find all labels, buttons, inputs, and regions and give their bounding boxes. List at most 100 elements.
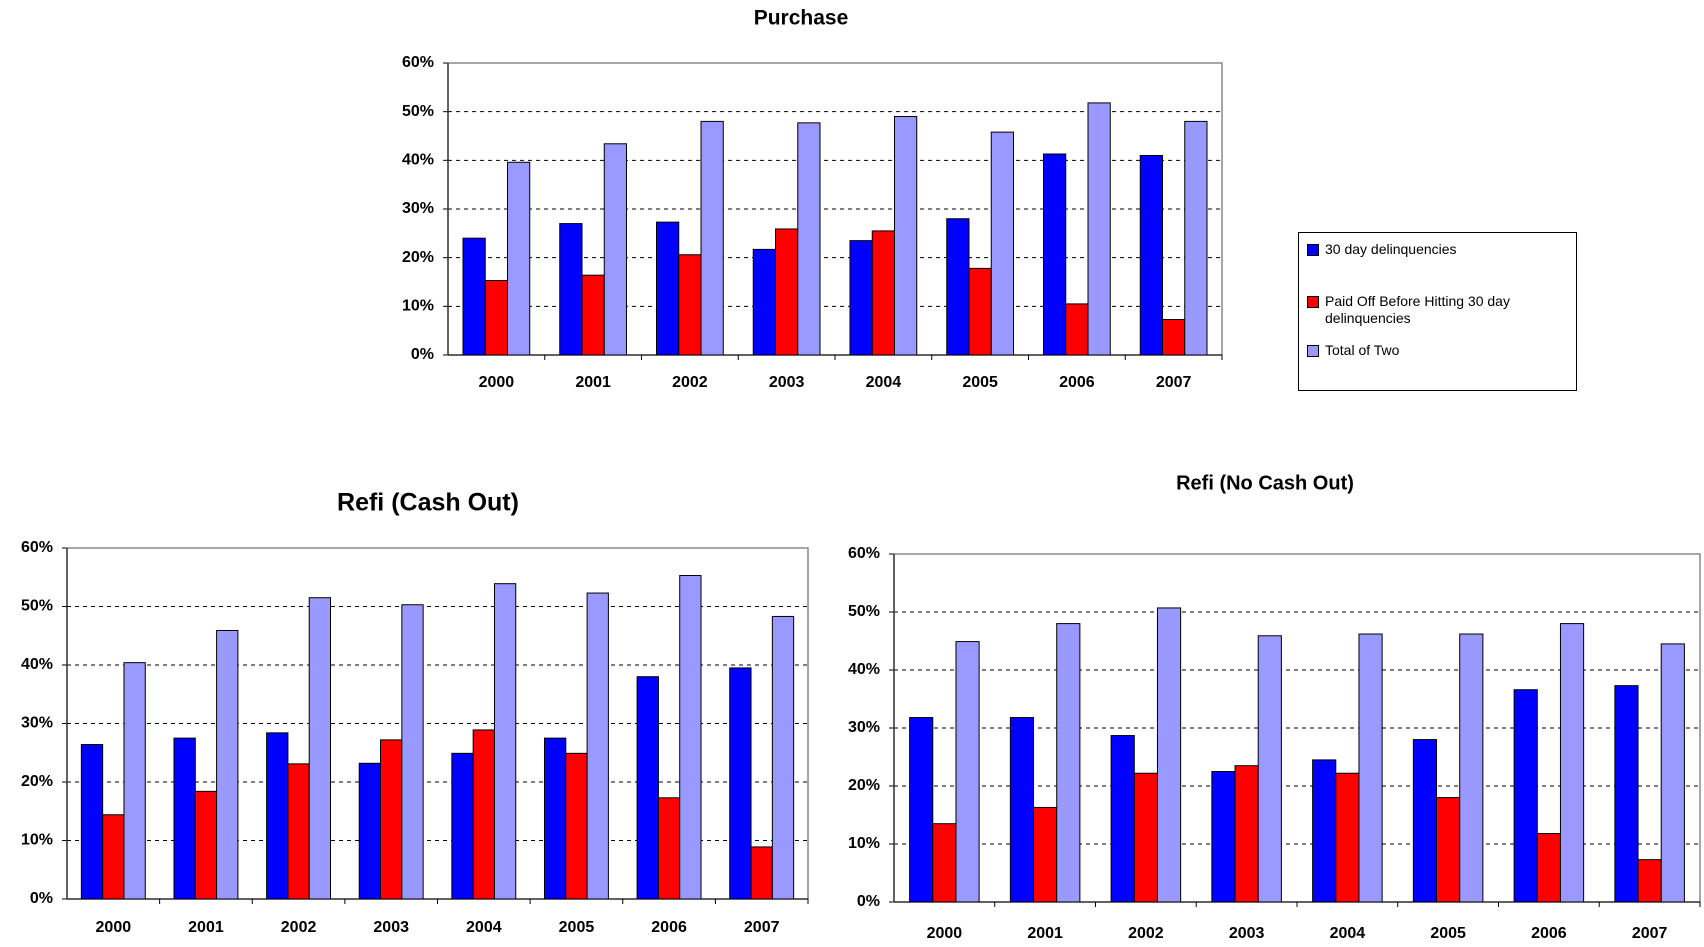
bar [1033, 806, 1058, 903]
bar [102, 814, 125, 900]
bar [1312, 759, 1337, 903]
y-tick-label: 20% [848, 777, 880, 794]
bar [1009, 717, 1035, 903]
y-tick-label: 0% [30, 890, 53, 907]
x-tick-label: 2001 [1027, 925, 1063, 942]
x-tick-label: 2007 [1632, 925, 1668, 942]
bar [1660, 643, 1685, 903]
bar [308, 597, 332, 900]
legend-item: Total of Two [1307, 342, 1565, 359]
bar [894, 116, 918, 356]
bar [679, 574, 702, 900]
bar [1161, 318, 1186, 356]
x-tick-label: 2005 [559, 919, 595, 936]
bar [451, 752, 474, 900]
legend-label: Total of Two [1325, 342, 1400, 358]
bar [380, 739, 403, 900]
bar [774, 228, 799, 356]
bar [678, 254, 702, 356]
y-tick-label: 60% [402, 54, 434, 71]
bar [1536, 833, 1561, 903]
bar [729, 667, 752, 900]
bar [1056, 623, 1081, 903]
bar [1513, 689, 1538, 903]
bar [472, 729, 495, 900]
legend-swatch [1307, 244, 1319, 256]
bar [543, 737, 567, 900]
y-tick-label: 30% [402, 200, 434, 217]
bar [955, 641, 980, 903]
y-tick-label: 30% [848, 719, 880, 736]
bar [657, 797, 681, 900]
bar [750, 846, 773, 900]
y-tick-label: 50% [848, 603, 880, 620]
bar [586, 592, 609, 900]
x-tick-label: 2002 [1128, 925, 1164, 942]
bar [603, 143, 628, 356]
bar [1156, 607, 1182, 903]
x-tick-label: 2006 [1531, 925, 1567, 942]
bar [700, 120, 724, 356]
y-tick-label: 20% [21, 773, 53, 790]
bar [462, 237, 486, 356]
bar [1133, 772, 1158, 903]
x-tick-label: 2007 [1156, 374, 1192, 391]
bar [287, 763, 310, 900]
bar [80, 744, 104, 900]
x-tick-label: 2000 [927, 925, 963, 942]
bar [771, 615, 795, 900]
x-tick-label: 2004 [466, 919, 502, 936]
bar [401, 604, 424, 900]
bar [493, 583, 517, 900]
bar [909, 717, 934, 903]
bar [1436, 797, 1461, 903]
x-tick-label: 2000 [479, 374, 515, 391]
bar [946, 218, 970, 356]
y-tick-label: 60% [21, 539, 53, 556]
bar [655, 221, 680, 356]
bar [1614, 685, 1639, 903]
bar [1110, 735, 1135, 903]
y-tick-label: 40% [848, 661, 880, 678]
bar [1139, 154, 1163, 356]
y-tick-label: 50% [402, 103, 434, 120]
x-tick-label: 2004 [1330, 925, 1366, 942]
bar [1065, 303, 1089, 356]
bar [1211, 771, 1236, 903]
bar [1335, 772, 1360, 903]
bar [123, 662, 146, 900]
bar [871, 230, 896, 356]
y-tick-label: 20% [402, 249, 434, 266]
bar [565, 752, 588, 900]
bar [1257, 635, 1282, 903]
bar [797, 122, 821, 356]
y-tick-label: 10% [848, 835, 880, 852]
x-tick-label: 2005 [1430, 925, 1466, 942]
bar [1559, 623, 1585, 903]
bar [173, 737, 196, 900]
bar [266, 732, 289, 900]
x-tick-label: 2003 [373, 919, 409, 936]
bar [1042, 153, 1067, 356]
x-tick-label: 2002 [672, 374, 708, 391]
y-tick-label: 60% [848, 545, 880, 562]
bar [581, 274, 605, 356]
y-tick-label: 0% [411, 346, 434, 363]
y-tick-label: 50% [21, 598, 53, 615]
legend: 30 day delinquencies Paid Off Before Hit… [1298, 232, 1577, 391]
bar [849, 240, 873, 356]
y-tick-label: 40% [402, 152, 434, 169]
x-tick-label: 2002 [281, 919, 317, 936]
bar [1087, 102, 1111, 356]
bar [358, 762, 382, 900]
y-tick-label: 0% [857, 893, 880, 910]
bar [1459, 633, 1484, 903]
x-tick-label: 2001 [575, 374, 611, 391]
y-tick-label: 30% [21, 715, 53, 732]
legend-label: Paid Off Before Hitting 30 day delinquen… [1325, 293, 1510, 326]
x-tick-label: 2004 [866, 374, 902, 391]
legend-swatch [1307, 345, 1319, 357]
bar [1358, 633, 1383, 903]
